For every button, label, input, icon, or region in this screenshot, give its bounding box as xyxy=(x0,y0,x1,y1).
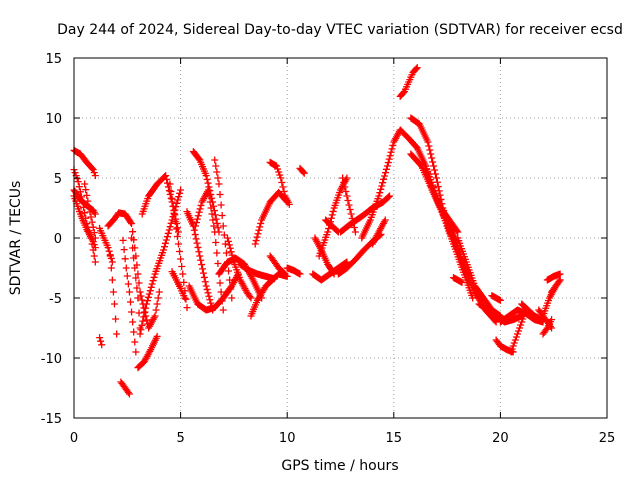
series-pass-11 xyxy=(119,236,140,356)
series-pass-47 xyxy=(449,274,466,286)
series-pass-17 xyxy=(168,268,189,302)
point-markers xyxy=(81,180,99,242)
y-tick-label: 10 xyxy=(45,112,62,127)
point-markers xyxy=(266,252,289,278)
point-markers xyxy=(548,276,564,296)
x-tick-label: 5 xyxy=(176,431,184,446)
point-markers xyxy=(518,300,545,324)
point-markers xyxy=(166,180,191,312)
series-pass-05 xyxy=(81,180,99,242)
chart-title: Day 244 of 2024, Sidereal Day-to-day VTE… xyxy=(57,22,623,38)
point-markers xyxy=(128,234,144,332)
point-markers xyxy=(251,188,291,248)
point-markers xyxy=(488,292,504,304)
data-points xyxy=(70,64,564,398)
point-markers xyxy=(211,156,236,302)
point-markers xyxy=(368,216,389,248)
point-markers xyxy=(539,316,556,338)
series-pass-59 xyxy=(548,276,564,296)
point-markers xyxy=(136,186,185,338)
point-markers xyxy=(104,209,163,332)
x-tick-label: 15 xyxy=(386,431,403,446)
point-markers xyxy=(339,174,359,236)
point-markers xyxy=(296,164,308,177)
point-markers xyxy=(283,264,304,278)
point-markers xyxy=(119,236,140,356)
series-pass-40 xyxy=(368,216,389,248)
series-pass-13 xyxy=(134,332,161,372)
series-pass-12 xyxy=(128,234,144,332)
series-pass-46 xyxy=(443,222,477,302)
point-markers xyxy=(183,208,217,314)
series-pass-38 xyxy=(339,174,359,236)
series-pass-07 xyxy=(96,334,106,349)
series-pass-29 xyxy=(266,252,289,278)
x-tick-label: 20 xyxy=(492,431,509,446)
x-axis-label: GPS time / hours xyxy=(281,458,398,474)
point-markers xyxy=(117,378,133,398)
point-markers xyxy=(266,158,293,208)
series-pass-20 xyxy=(189,148,223,236)
y-axis-label: SDTVAR / TECUs xyxy=(8,181,24,296)
series-pass-30 xyxy=(283,264,304,278)
series-pass-41 xyxy=(396,64,421,100)
series-pass-31 xyxy=(296,164,308,177)
point-markers xyxy=(358,126,404,242)
y-tick-label: 5 xyxy=(54,172,62,187)
series-pass-18 xyxy=(183,208,217,314)
point-markers xyxy=(106,252,121,338)
series-pass-09 xyxy=(106,252,121,338)
series-pass-22 xyxy=(211,156,236,302)
point-markers xyxy=(543,270,564,284)
series-pass-54 xyxy=(518,300,545,324)
point-markers xyxy=(443,222,477,302)
series-pass-50 xyxy=(488,292,504,304)
point-markers xyxy=(449,274,466,286)
y-tick-label: 15 xyxy=(45,52,62,67)
series-pass-28 xyxy=(266,158,293,208)
y-tick-label: -15 xyxy=(41,412,62,427)
series-pass-21 xyxy=(192,186,227,314)
series-pass-10 xyxy=(117,378,133,398)
point-markers xyxy=(322,216,342,236)
point-markers xyxy=(396,64,421,100)
x-tick-label: 10 xyxy=(279,431,296,446)
x-tick-label: 0 xyxy=(70,431,78,446)
series-pass-08 xyxy=(104,209,163,332)
y-tick-label: -5 xyxy=(49,292,62,307)
series-pass-35 xyxy=(322,216,342,236)
series-pass-53 xyxy=(507,312,528,356)
y-tick-label: 0 xyxy=(54,232,62,247)
x-tick-label: 25 xyxy=(599,431,616,446)
series-pass-24 xyxy=(224,234,255,302)
series-pass-39 xyxy=(358,126,404,242)
y-tick-label: -10 xyxy=(41,352,62,367)
point-markers xyxy=(168,268,189,302)
series-pass-56 xyxy=(539,316,556,338)
series-pass-58 xyxy=(543,270,564,284)
series-pass-16 xyxy=(166,180,191,312)
point-markers xyxy=(224,234,255,302)
point-markers xyxy=(189,148,223,236)
series-pass-14 xyxy=(136,186,185,338)
series-pass-27 xyxy=(251,188,291,248)
point-markers xyxy=(192,186,227,314)
point-markers xyxy=(507,312,528,356)
point-markers xyxy=(96,334,106,349)
axis-ticks: 0 5 10 15 20 25 -15 -10 -5 0 5 10 15 xyxy=(41,52,616,446)
point-markers xyxy=(134,332,161,372)
